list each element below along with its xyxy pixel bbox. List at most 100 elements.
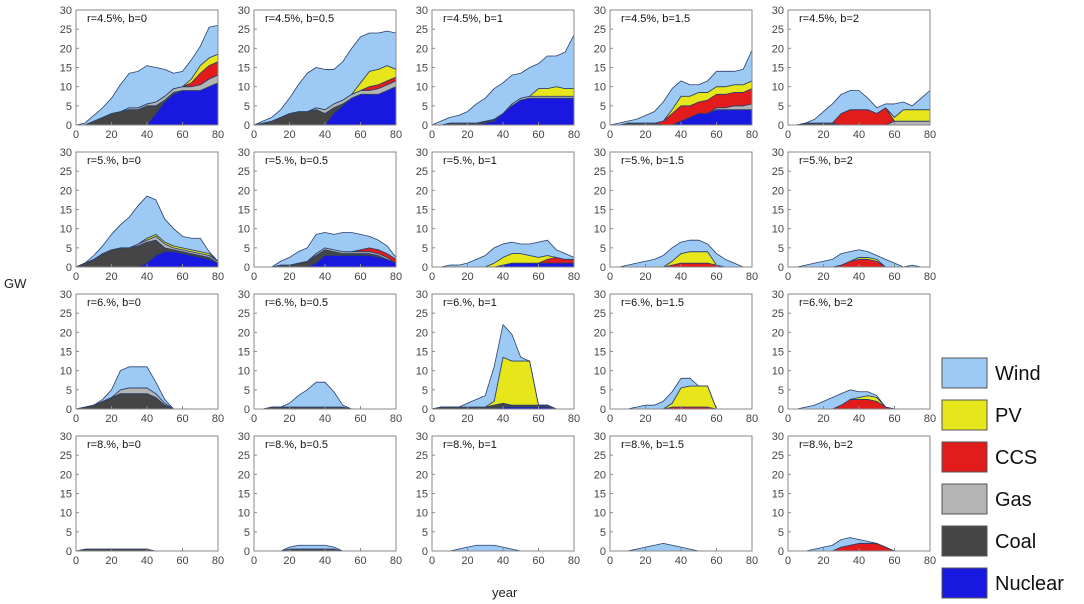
- panel-12: 0 5 10 15 20 25 30 0 20 40 60 80 r=6.%, b=0.5: [238, 289, 402, 425]
- x-tick-label: 0: [73, 271, 79, 283]
- x-tick-label: 0: [73, 555, 79, 567]
- y-tick-label: 15: [238, 489, 250, 501]
- panel-1: 0 5 10 15 20 25 30 0 20 40 60 80 r=4.5%, b=0: [60, 5, 224, 141]
- y-tick-label: 30: [416, 147, 428, 159]
- x-tick-label: 60: [176, 129, 188, 141]
- x-tick-label: 60: [710, 129, 722, 141]
- y-tick-label: 25: [238, 308, 250, 320]
- y-tick-label: 25: [772, 24, 784, 36]
- x-tick-label: 40: [853, 413, 865, 425]
- x-tick-label: 60: [176, 413, 188, 425]
- x-tick-label: 0: [73, 413, 79, 425]
- x-tick-label: 80: [390, 413, 402, 425]
- y-tick-label: 5: [244, 385, 250, 397]
- x-tick-label: 20: [639, 413, 651, 425]
- y-tick-label: 15: [594, 205, 606, 217]
- y-tick-label: 30: [238, 431, 250, 443]
- panel-6: 0 5 10 15 20 25 30 0 20 40 60 80 r=5.%, b=0: [60, 147, 224, 283]
- y-tick-label: 0: [422, 546, 428, 558]
- panel-title: r=5.%, b=1: [443, 155, 497, 167]
- y-tick-label: 25: [60, 450, 72, 462]
- x-tick-label: 40: [497, 129, 509, 141]
- x-tick-label: 20: [105, 413, 117, 425]
- y-tick-label: 10: [594, 366, 606, 378]
- y-tick-label: 25: [60, 308, 72, 320]
- x-tick-label: 60: [532, 413, 544, 425]
- y-tick-label: 0: [778, 404, 784, 416]
- x-tick-label: 20: [283, 555, 295, 567]
- y-tick-label: 20: [238, 185, 250, 197]
- x-tick-label: 20: [817, 129, 829, 141]
- panel-title: r=4.5%, b=1.5: [621, 13, 690, 25]
- x-tick-label: 80: [746, 129, 758, 141]
- x-tick-label: 0: [785, 413, 791, 425]
- y-tick-label: 5: [244, 101, 250, 113]
- x-tick-label: 60: [532, 129, 544, 141]
- x-tick-label: 20: [639, 129, 651, 141]
- y-tick-label: 20: [238, 469, 250, 481]
- x-tick-label: 0: [251, 129, 257, 141]
- y-tick-label: 30: [60, 5, 72, 17]
- x-axis-title: year: [492, 585, 518, 600]
- y-tick-label: 5: [422, 243, 428, 255]
- panel-title: r=8.%, b=2: [799, 439, 853, 451]
- y-tick-label: 0: [244, 404, 250, 416]
- x-tick-label: 60: [532, 555, 544, 567]
- y-tick-label: 5: [778, 243, 784, 255]
- panel-title: r=4.5%, b=0.5: [265, 13, 334, 25]
- panel-title: r=5.%, b=0: [87, 155, 141, 167]
- panel-title: r=6.%, b=2: [799, 297, 853, 309]
- x-tick-label: 60: [888, 555, 900, 567]
- y-tick-label: 5: [778, 101, 784, 113]
- y-tick-label: 10: [238, 224, 250, 236]
- y-tick-label: 20: [416, 469, 428, 481]
- panel-title: r=6.%, b=0: [87, 297, 141, 309]
- y-tick-label: 15: [238, 63, 250, 75]
- y-tick-label: 10: [238, 82, 250, 94]
- x-tick-label: 80: [924, 129, 936, 141]
- y-tick-label: 0: [244, 120, 250, 132]
- panel-11: 0 5 10 15 20 25 30 0 20 40 60 80 r=6.%, b=0: [60, 289, 224, 425]
- y-tick-label: 10: [60, 224, 72, 236]
- y-tick-label: 10: [416, 508, 428, 520]
- x-tick-label: 40: [675, 413, 687, 425]
- y-tick-label: 15: [60, 63, 72, 75]
- x-tick-label: 80: [568, 413, 580, 425]
- y-tick-label: 25: [416, 308, 428, 320]
- panel-15: 0 5 10 15 20 25 30 0 20 40 60 80 r=6.%, b=2: [772, 289, 936, 425]
- y-tick-label: 15: [594, 347, 606, 359]
- y-axis-title: GW: [4, 276, 27, 291]
- y-tick-label: 20: [416, 185, 428, 197]
- panel-title: r=8.%, b=0: [87, 439, 141, 451]
- panel-2: 0 5 10 15 20 25 30 0 20 40 60 80 r=4.5%, b=0.5: [238, 5, 402, 141]
- ccs-swatch: [941, 441, 988, 473]
- x-tick-label: 0: [429, 555, 435, 567]
- y-tick-label: 5: [244, 527, 250, 539]
- panel-title: r=5.%, b=0.5: [265, 155, 328, 167]
- y-tick-label: 0: [778, 262, 784, 274]
- y-tick-label: 5: [66, 385, 72, 397]
- y-tick-label: 30: [416, 431, 428, 443]
- panel-title: r=6.%, b=0.5: [265, 297, 328, 309]
- y-tick-label: 15: [238, 347, 250, 359]
- y-tick-label: 20: [772, 43, 784, 55]
- x-tick-label: 0: [429, 413, 435, 425]
- x-tick-label: 40: [675, 555, 687, 567]
- x-tick-label: 20: [461, 271, 473, 283]
- y-tick-label: 30: [238, 147, 250, 159]
- y-tick-label: 20: [594, 327, 606, 339]
- y-tick-label: 0: [66, 120, 72, 132]
- y-tick-label: 30: [60, 289, 72, 301]
- x-tick-label: 20: [283, 129, 295, 141]
- x-tick-label: 20: [639, 555, 651, 567]
- y-tick-label: 20: [594, 469, 606, 481]
- y-tick-label: 5: [600, 527, 606, 539]
- y-tick-label: 0: [600, 546, 606, 558]
- x-tick-label: 40: [141, 555, 153, 567]
- y-tick-label: 15: [416, 489, 428, 501]
- y-tick-label: 25: [416, 166, 428, 178]
- pv-swatch: [941, 399, 988, 431]
- y-tick-label: 0: [600, 120, 606, 132]
- y-tick-label: 20: [60, 185, 72, 197]
